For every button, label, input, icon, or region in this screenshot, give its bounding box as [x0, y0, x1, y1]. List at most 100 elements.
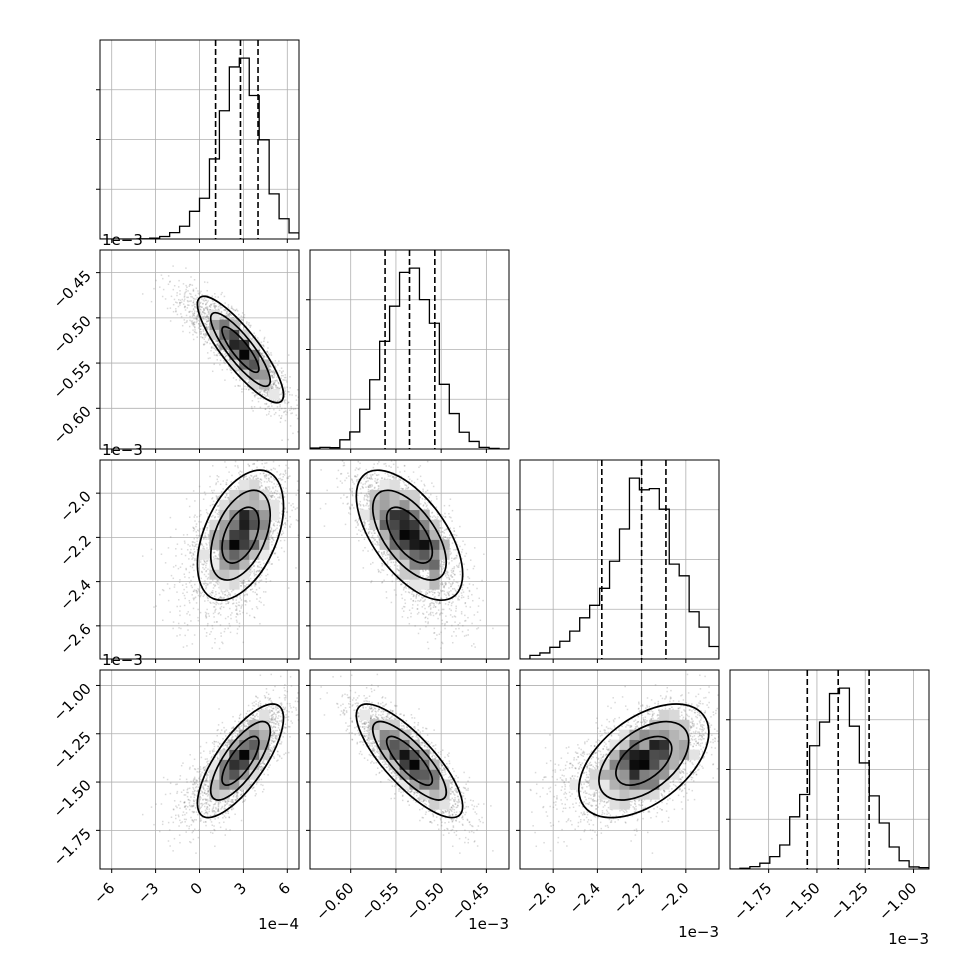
scatter-point [277, 387, 279, 389]
scatter-point [193, 312, 196, 315]
panel-plot-area [100, 250, 309, 449]
scatter-point [262, 356, 265, 358]
scatter-point [217, 344, 219, 346]
scatter-point [230, 307, 233, 309]
scatter-point [206, 584, 209, 586]
scatter-point [202, 343, 205, 346]
scatter-point [259, 343, 262, 345]
scatter-point [204, 307, 207, 309]
scatter-point [240, 607, 242, 609]
scatter-point [228, 349, 230, 351]
scatter-point [259, 348, 261, 351]
scatter-point [254, 583, 257, 585]
scatter-point [274, 365, 276, 367]
scatter-point [194, 317, 197, 320]
scatter-point [256, 388, 259, 391]
scatter-point [188, 558, 190, 560]
scatter-point [280, 417, 283, 419]
scatter-point [266, 568, 268, 571]
scatter-point [265, 395, 267, 397]
scatter-point [227, 602, 229, 605]
scatter-point [185, 288, 187, 291]
scatter-point [214, 305, 216, 308]
scatter-point [217, 516, 219, 518]
scatter-point [263, 390, 265, 393]
scatter-point [250, 405, 253, 408]
scatter-point [199, 311, 201, 313]
scatter-point [307, 437, 309, 439]
scatter-point [258, 600, 261, 603]
scatter-point [180, 548, 183, 550]
scatter-point [211, 346, 213, 349]
scatter-point [270, 381, 272, 383]
scatter-point [278, 524, 281, 527]
scatter-point [277, 520, 280, 523]
scatter-point [272, 380, 274, 382]
scatter-point [214, 296, 217, 298]
scatter-point [217, 296, 219, 298]
scatter-point [266, 393, 269, 395]
scatter-point [215, 601, 218, 603]
scatter-point [185, 314, 188, 317]
scatter-point [206, 327, 208, 330]
scatter-point [206, 308, 209, 311]
scatter-point [207, 311, 210, 314]
scatter-point [208, 305, 211, 307]
scatter-point [214, 292, 216, 295]
scatter-point [212, 551, 215, 554]
scatter-point [227, 615, 229, 618]
scatter-point [240, 585, 243, 587]
scatter-point [204, 340, 207, 343]
scatter-point [192, 302, 195, 304]
scatter-point [243, 594, 246, 597]
scatter-point [269, 368, 272, 371]
scatter-point [186, 304, 189, 306]
density-block [219, 319, 230, 330]
scatter-point [201, 571, 203, 574]
scatter-point [228, 352, 230, 355]
scatter-point [190, 293, 192, 295]
scatter-point [255, 582, 257, 584]
scatter-point [215, 340, 217, 342]
scatter-point [260, 352, 263, 355]
scatter-point [235, 616, 237, 618]
scatter-point [256, 460, 259, 462]
scatter-point [213, 304, 215, 307]
scatter-point [217, 340, 220, 343]
scatter-point [235, 609, 238, 611]
scatter-point [201, 336, 204, 339]
scatter-point [226, 349, 228, 351]
scatter-point [243, 388, 245, 390]
scatter-point [193, 310, 196, 312]
scatter-point [177, 599, 180, 601]
scatter-point [188, 576, 190, 579]
scatter-point [286, 511, 289, 513]
scatter-point [201, 313, 203, 316]
scatter-point [203, 309, 205, 311]
scatter-point [190, 320, 193, 323]
scatter-point [239, 613, 241, 615]
scatter-point [193, 314, 195, 316]
scatter-point [295, 399, 298, 401]
scatter-point [221, 602, 223, 605]
scatter-point [224, 352, 227, 355]
scatter-point [203, 560, 206, 562]
scatter-point [172, 627, 174, 630]
scatter-point [259, 406, 262, 409]
density-block [249, 369, 260, 380]
scatter-point [247, 381, 249, 384]
scatter-point [265, 356, 268, 358]
scatter-point [277, 364, 279, 366]
scatter-point [285, 487, 287, 490]
scatter-point [195, 602, 198, 604]
scatter-point [206, 547, 208, 549]
scatter-point [239, 385, 241, 387]
scatter-point [274, 366, 277, 368]
y-tick-label: −0.60 [50, 402, 95, 447]
scatter-point [263, 338, 266, 340]
scatter-point [279, 399, 281, 401]
density-block [209, 309, 220, 320]
scatter-point [205, 306, 208, 308]
scatter-point [186, 299, 189, 302]
scatter-point [235, 318, 238, 321]
